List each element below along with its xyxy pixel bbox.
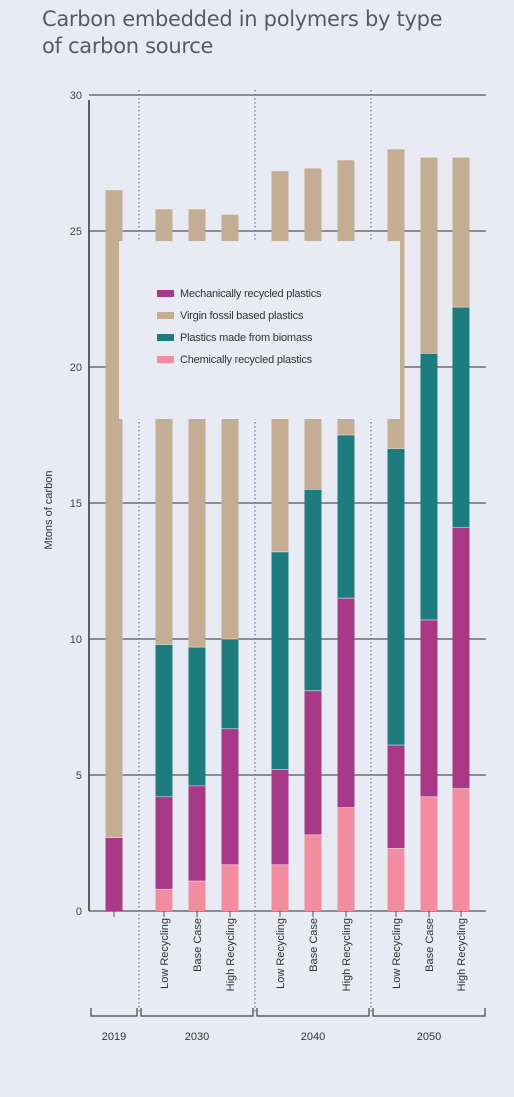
- legend-swatch: [157, 356, 174, 363]
- bar-segment: [304, 489, 322, 691]
- legend: Mechanically recycled plastics Virgin fos…: [119, 241, 400, 419]
- x-category-label: Base Case: [192, 918, 204, 972]
- bar-segment: [452, 527, 470, 789]
- bar-segment: [155, 796, 173, 890]
- x-category-label: High Recycling: [456, 918, 468, 991]
- bar-segment: [155, 889, 173, 911]
- x-group-label: 2019: [102, 1031, 126, 1043]
- legend-label: Plastics made from biomass: [180, 332, 313, 344]
- x-category-label: Base Case: [308, 918, 320, 972]
- group-bracket: [140, 1008, 254, 1017]
- group-bracket: [256, 1008, 370, 1017]
- bar-segment: [337, 435, 355, 599]
- legend-swatch: [157, 312, 174, 319]
- legend-label: Mechanically recycled plastics: [180, 288, 322, 300]
- bar-segment: [271, 769, 289, 865]
- y-axis: 0 5 10 15 20 25 30 Mtons of carbon: [43, 90, 90, 918]
- legend-swatch: [157, 290, 174, 297]
- legend-label: Virgin fossil based plastics: [180, 310, 304, 322]
- y-tick-label: 0: [76, 906, 82, 918]
- chart-title: Carbon embedded in polymers by type of c…: [42, 7, 443, 58]
- bar-segment: [387, 848, 405, 911]
- bar-segment: [452, 788, 470, 911]
- x-group-label: 2050: [417, 1031, 441, 1043]
- bar-segment: [337, 598, 355, 808]
- x-category-label: Base Case: [424, 918, 436, 972]
- bar-segment: [271, 864, 289, 911]
- y-tick-label: 30: [70, 90, 82, 102]
- bar-segment: [105, 190, 123, 838]
- y-axis-label: Mtons of carbon: [43, 471, 55, 550]
- bar-segment: [304, 834, 322, 911]
- bar-segment: [387, 448, 405, 746]
- bar-segment: [452, 307, 470, 528]
- bar-segment: [420, 619, 438, 797]
- bar-segment: [221, 639, 239, 729]
- bar-segment: [420, 796, 438, 911]
- bar-segment: [188, 785, 206, 882]
- x-group-label: 2030: [185, 1031, 209, 1043]
- legend-box: [119, 241, 400, 419]
- legend-swatch: [157, 334, 174, 341]
- y-tick-label: 25: [70, 226, 82, 238]
- bar-segment: [304, 690, 322, 835]
- y-tick-label: 5: [76, 770, 82, 782]
- x-axis: 2019 Low Recycling Base Case High Recycling…: [90, 911, 486, 1043]
- x-category-label: Low Recycling: [275, 918, 287, 989]
- y-tick-label: 10: [70, 634, 82, 646]
- x-category-label: High Recycling: [341, 918, 353, 991]
- bar-segment: [155, 644, 173, 797]
- x-category-label: Low Recycling: [391, 918, 403, 989]
- bar-segment: [188, 647, 206, 786]
- bar-segment: [387, 745, 405, 849]
- bar-segment: [271, 551, 289, 770]
- legend-label: Chemically recycled plastics: [180, 354, 313, 366]
- bar-segment: [420, 157, 438, 354]
- bar-segment: [105, 837, 123, 911]
- bar-segment: [452, 157, 470, 308]
- bar-segment: [221, 728, 239, 865]
- bar-segment: [188, 881, 206, 911]
- bar-segment: [221, 864, 239, 911]
- bar-segment: [337, 807, 355, 911]
- x-category-label: Low Recycling: [159, 918, 171, 989]
- y-tick-label: 15: [70, 498, 82, 510]
- x-group-label: 2040: [301, 1031, 325, 1043]
- bar-segment: [420, 353, 438, 620]
- group-bracket: [372, 1008, 486, 1017]
- y-tick-label: 20: [70, 362, 82, 374]
- x-category-label: High Recycling: [225, 918, 237, 991]
- group-bracket: [90, 1008, 138, 1017]
